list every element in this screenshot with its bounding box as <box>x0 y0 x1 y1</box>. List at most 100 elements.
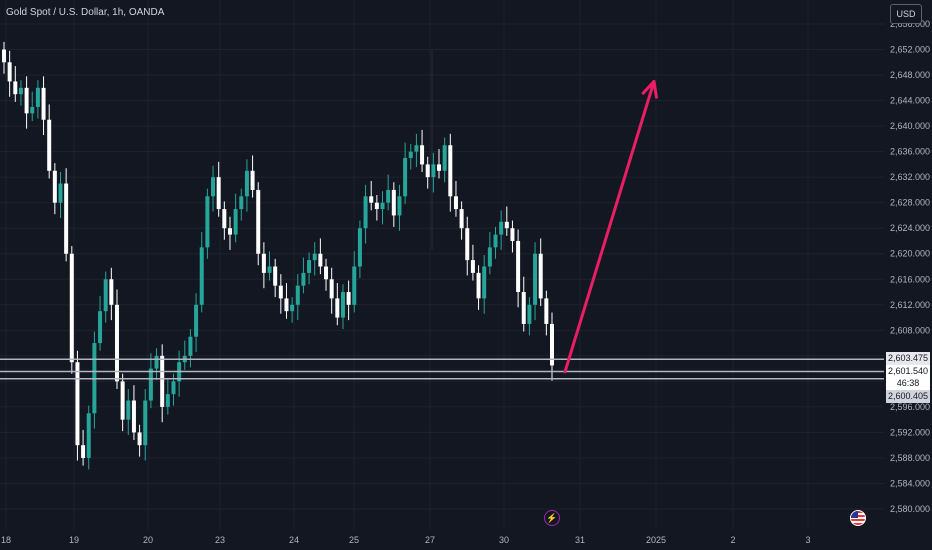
candle-body <box>35 87 40 107</box>
arrow-shaft <box>563 79 656 374</box>
horizontal-levels <box>0 358 884 380</box>
candle-body <box>380 202 385 210</box>
candle-body <box>420 145 425 165</box>
candle-body <box>52 170 57 203</box>
price-tick-label: 2,588.000 <box>890 453 930 463</box>
price-tick-label: 2,636.000 <box>890 147 930 157</box>
candle-body <box>2 49 6 63</box>
price-tick-label: 2,648.000 <box>890 70 930 80</box>
candle-body <box>312 253 317 261</box>
candle-body <box>487 247 492 267</box>
candle-body <box>188 336 193 356</box>
price-tick-label: 2,620.000 <box>890 249 930 259</box>
candle-body <box>318 253 323 267</box>
candle-body <box>284 298 289 312</box>
candle-body <box>363 196 368 229</box>
candle-body <box>352 266 357 305</box>
candle-body <box>295 285 300 305</box>
candle-body <box>160 355 165 407</box>
price-tick-label: 2,652.000 <box>890 45 930 55</box>
candle-body <box>397 196 402 216</box>
candle-body <box>98 311 103 344</box>
candle-body <box>205 196 210 248</box>
candle-body <box>453 196 458 210</box>
candle-body <box>148 368 153 401</box>
candle-body <box>307 260 312 273</box>
candle-body <box>137 432 142 446</box>
price-tick-label: 2,632.000 <box>890 172 930 182</box>
candle-body <box>335 298 340 318</box>
time-tick-label: 31 <box>575 535 585 545</box>
currency-button[interactable]: USD <box>890 4 922 24</box>
candle-body <box>165 394 170 407</box>
candle-body <box>233 209 238 235</box>
candle-body <box>267 266 272 273</box>
candle-body <box>216 177 221 210</box>
us-flag-icon[interactable] <box>850 510 866 526</box>
time-tick-label: 19 <box>69 535 79 545</box>
time-tick-label: 18 <box>1 535 11 545</box>
time-tick-label: 30 <box>499 535 509 545</box>
candle-body <box>7 62 12 82</box>
candle-body <box>109 279 114 305</box>
time-tick-label: 2 <box>730 535 735 545</box>
candlestick-series <box>2 41 554 470</box>
candle-body <box>521 292 526 324</box>
candle-body <box>30 106 35 114</box>
candle-body <box>64 183 69 254</box>
candle-body <box>391 189 396 216</box>
time-tick-label: 23 <box>215 535 225 545</box>
candle-body <box>120 381 125 420</box>
candle-body <box>459 209 464 229</box>
lightning-icon[interactable]: ⚡ <box>544 510 560 526</box>
candle-body <box>250 170 255 190</box>
candle-body <box>510 228 515 241</box>
price-tick-label: 2,616.000 <box>890 274 930 284</box>
candle-body <box>58 183 63 203</box>
candle-body <box>538 253 543 299</box>
candle-body <box>278 285 283 299</box>
price-tick-label: 2,612.000 <box>890 300 930 310</box>
projection-arrow <box>563 79 658 374</box>
candle-body <box>114 304 119 382</box>
candle-body <box>75 362 80 446</box>
candle-body <box>324 266 329 280</box>
candle-body <box>211 177 216 197</box>
price-tick-label: 2,656.000 <box>890 19 930 29</box>
candle-body <box>103 279 108 312</box>
candle-body <box>131 400 136 433</box>
candle-body <box>386 189 391 203</box>
price-label-current: 2,601.540 <box>886 365 930 378</box>
time-tick-label: 20 <box>143 535 153 545</box>
price-tick-label: 2,624.000 <box>890 223 930 233</box>
chart-grid <box>0 0 884 530</box>
price-label-upper: 2,603.475 <box>886 352 930 365</box>
price-tick-label: 2,596.000 <box>890 402 930 412</box>
countdown-timer: 46:38 <box>886 377 930 390</box>
candle-body <box>448 145 453 197</box>
time-tick-label: 25 <box>349 535 359 545</box>
candle-body <box>329 279 334 299</box>
candle-body <box>431 164 436 178</box>
price-tick-label: 2,580.000 <box>890 504 930 514</box>
candle-body <box>504 221 509 229</box>
candle-body <box>171 381 176 395</box>
candle-body <box>403 158 408 197</box>
price-tick-label: 2,592.000 <box>890 427 930 437</box>
candle-body <box>499 221 504 235</box>
candle-body <box>470 260 475 273</box>
candle-body <box>154 355 159 369</box>
candle-body <box>290 304 295 312</box>
candle-body <box>86 413 91 458</box>
candle-body <box>13 81 18 95</box>
candle-body <box>222 209 227 229</box>
candle-body <box>194 304 199 337</box>
candle-body <box>476 272 481 299</box>
candle-body <box>69 253 74 363</box>
candle-body <box>527 304 532 324</box>
candle-body <box>81 445 86 458</box>
candle-body <box>199 247 204 305</box>
candle-body <box>533 253 538 305</box>
candle-body <box>273 266 278 286</box>
